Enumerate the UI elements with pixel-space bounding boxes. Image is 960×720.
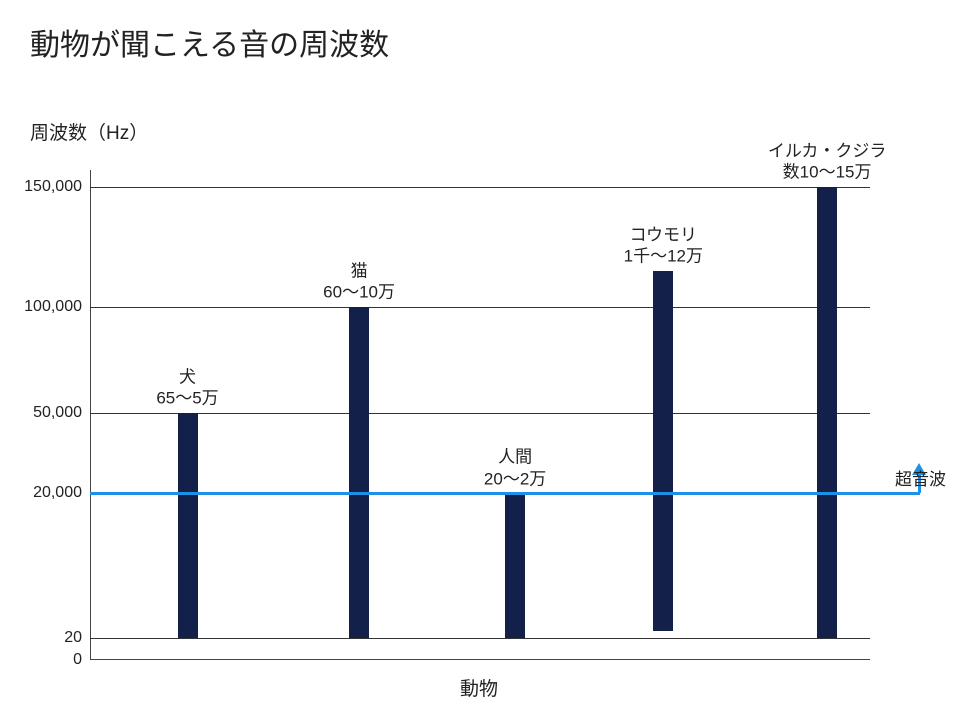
bar-label: 人間20～2万 [484, 447, 546, 494]
y-tick-label: 20 [64, 629, 90, 647]
chart-plot-area: 02020,00050,000100,000150,000犬65～5万猫60～1… [90, 170, 870, 660]
bar-label: 猫60～10万 [323, 261, 395, 308]
y-axis [90, 170, 91, 660]
bar [349, 307, 369, 637]
bar-label: イルカ・クジラ数10～15万 [768, 141, 887, 188]
y-tick-label: 150,000 [24, 178, 90, 196]
gridline [90, 187, 870, 188]
gridline [90, 638, 870, 639]
bar [178, 413, 198, 638]
y-tick-label: 0 [73, 651, 90, 669]
y-tick-label: 20,000 [33, 484, 90, 502]
gridline [90, 413, 870, 414]
page-title: 動物が聞こえる音の周波数 [30, 20, 389, 64]
y-tick-label: 50,000 [33, 404, 90, 422]
ultrasound-line [90, 492, 920, 495]
x-axis-label: 動物 [460, 674, 498, 701]
x-axis [90, 659, 870, 660]
y-axis-label: 周波数（Hz） [30, 118, 148, 145]
bar [653, 271, 673, 631]
ultrasound-label: 超音波 [895, 465, 946, 490]
bar [505, 493, 525, 638]
bar [817, 187, 837, 638]
gridline [90, 307, 870, 308]
bar-label: 犬65～5万 [156, 366, 218, 413]
bar-label: コウモリ1千～12万 [624, 225, 703, 272]
y-tick-label: 100,000 [24, 298, 90, 316]
